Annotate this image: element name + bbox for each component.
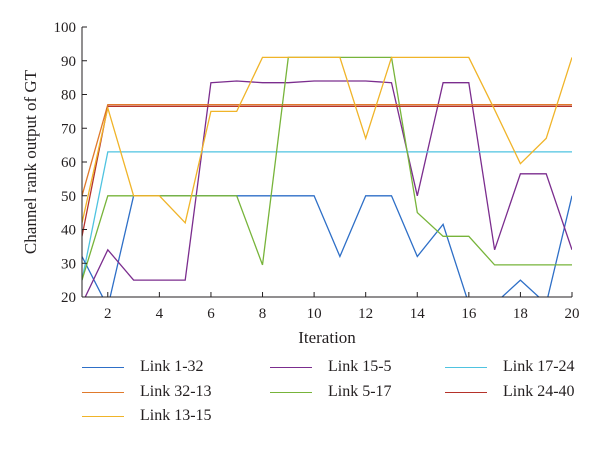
x-tick-label: 16 [461, 306, 477, 322]
series-line-link-32-13 [82, 103, 572, 196]
series-layer [82, 56, 572, 297]
series-line-link-13-15 [82, 56, 572, 225]
y-tick-label: 50 [61, 189, 76, 205]
y-tick-label: 30 [61, 256, 76, 272]
series-line-link-1-32 [82, 195, 572, 297]
series-line-link-24-40 [82, 105, 572, 237]
x-tick-label: 20 [565, 306, 580, 322]
x-tick-label: 10 [307, 306, 322, 322]
series-line-link-17-24 [82, 151, 572, 281]
y-tick-label: 90 [61, 54, 76, 70]
series-line-link-5-17 [82, 56, 572, 281]
series-line-link-15-5 [84, 80, 572, 297]
x-tick-label: 12 [358, 306, 373, 322]
y-tick-label: 80 [61, 88, 76, 104]
x-tick-label: 8 [259, 306, 267, 322]
x-axis-label: Iteration [298, 328, 356, 347]
y-tick-label: 70 [61, 121, 76, 137]
y-tick-label: 100 [54, 20, 77, 36]
x-tick-label: 2 [104, 306, 112, 322]
x-tick-label: 4 [156, 306, 164, 322]
y-tick-label: 40 [61, 223, 76, 239]
y-tick-label: 60 [61, 155, 76, 171]
x-tick-label: 14 [410, 306, 426, 322]
y-tick-label: 20 [61, 290, 76, 306]
x-tick-label: 18 [513, 306, 528, 322]
x-tick-label: 6 [207, 306, 215, 322]
axes: 20 30 40 50 60 70 80 90 100 2 4 6 8 10 12 14 16 18 20 [54, 20, 580, 322]
y-axis-label: Channel rank output of GT [21, 69, 40, 254]
